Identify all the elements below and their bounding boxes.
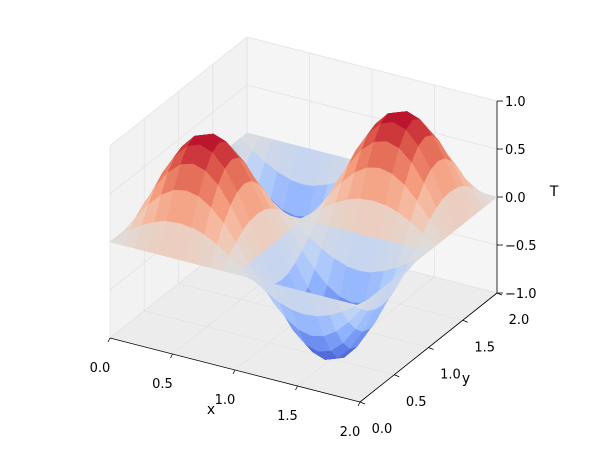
y-tick-label: 0.0 — [372, 422, 393, 437]
z-tick-label: 0.5 — [505, 143, 526, 158]
x-tick — [357, 401, 361, 407]
x-tick — [107, 337, 111, 343]
z-gridline — [109, 36, 498, 147]
y-tick-label: 1.5 — [474, 340, 495, 355]
tick-marks — [107, 100, 503, 407]
z-tick-label: −0.5 — [505, 239, 537, 254]
z-tick-label: 0.0 — [505, 191, 526, 206]
y-tick-label: 1.0 — [440, 368, 461, 383]
y-tick-label: 0.5 — [406, 395, 427, 410]
x-tick-label: 2.0 — [340, 425, 361, 440]
z-axis-label: T — [549, 184, 559, 200]
y-tick — [428, 347, 434, 350]
y-tick — [359, 401, 366, 405]
y-tick — [394, 374, 400, 378]
z-tick-label: −1.0 — [505, 287, 537, 302]
tick-labels: 0.0 0.5 1.0 1.5 2.0 0.0 0.5 1.0 1.5 2.0 −1.0 −0.5 0.… — [90, 95, 537, 440]
x-tick-label: 0.5 — [152, 377, 173, 392]
y-tick-label: 2.0 — [509, 313, 530, 328]
y-tick — [462, 319, 468, 323]
x-tick — [232, 369, 236, 375]
x-tick-label: 0.0 — [90, 361, 111, 376]
z-tick-label: 1.0 — [505, 95, 526, 110]
x-axis-label: x — [207, 402, 215, 418]
surface-patch — [347, 300, 368, 307]
x-tick-label: 1.0 — [215, 393, 236, 408]
x-tick-label: 1.5 — [277, 409, 298, 424]
surface-mesh — [109, 111, 498, 360]
x-tick — [170, 353, 173, 359]
x-tick — [295, 385, 298, 391]
y-axis-label: y — [462, 371, 470, 387]
